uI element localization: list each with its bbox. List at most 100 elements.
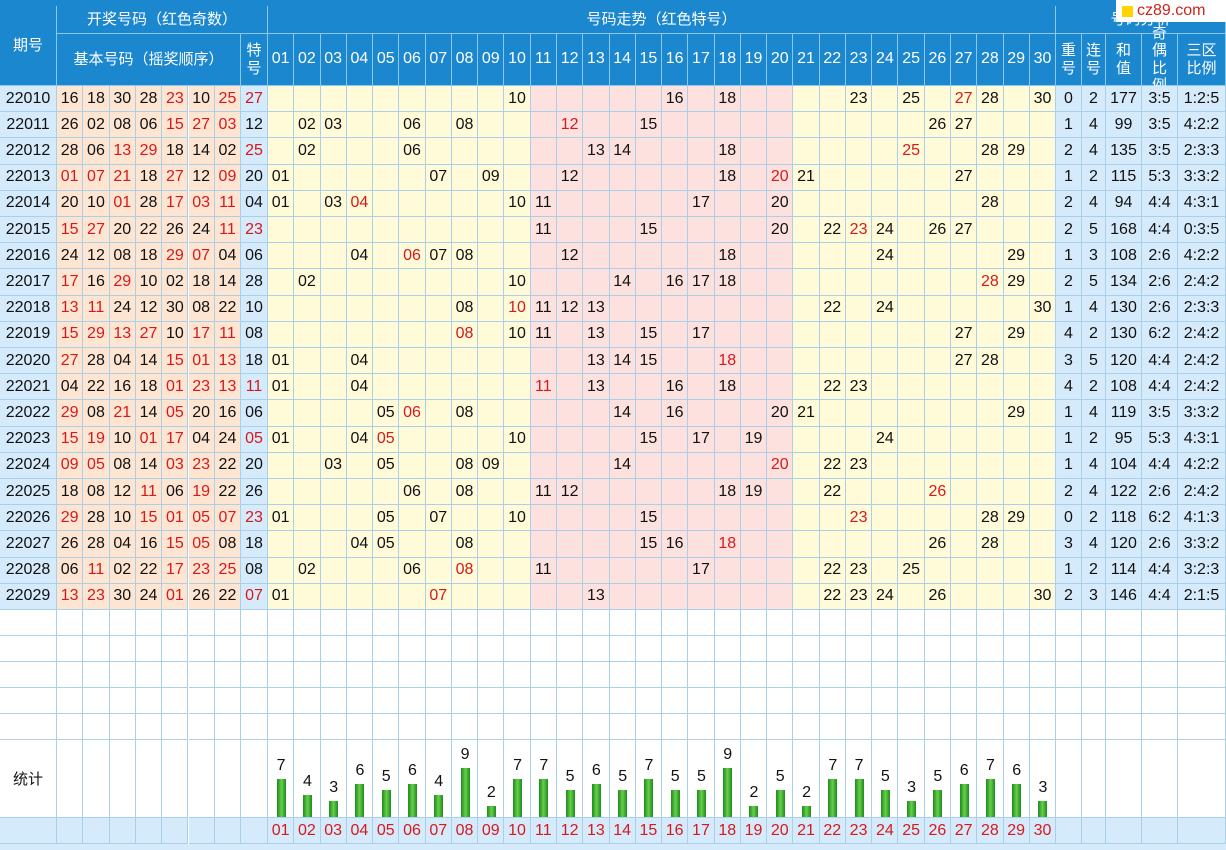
trend-cell: 06 (399, 243, 426, 270)
trend-cell (346, 112, 374, 139)
bar-category-label: 01 (268, 818, 295, 844)
trend-cell (898, 269, 925, 296)
trend-cell (662, 217, 689, 244)
trend-cell (819, 321, 846, 348)
trend-cell (898, 243, 925, 270)
bar (539, 778, 549, 817)
trend-cell (504, 452, 531, 479)
trend-cell: 18 (714, 164, 741, 191)
trend-cell (268, 557, 295, 584)
trend-cell (635, 374, 663, 401)
trend-cell (662, 295, 689, 322)
trend-cell (688, 505, 715, 532)
sum-cell: 108 (1106, 374, 1142, 401)
trend-cell (294, 348, 321, 375)
bar (749, 806, 759, 817)
bar (696, 789, 706, 817)
trend-cell: 15 (635, 426, 663, 453)
trend-cell: 01 (268, 164, 295, 191)
trend-cell: 23 (845, 86, 873, 113)
trend-cell (767, 348, 794, 375)
trend-cell (924, 400, 952, 427)
trend-cell (346, 295, 374, 322)
trend-cell (793, 374, 820, 401)
trend-cell (530, 112, 557, 139)
trend-col-header: 07 (425, 34, 452, 86)
trend-cell (1003, 112, 1030, 139)
site-logo[interactable]: cz89.com (1116, 0, 1226, 22)
basic-number-cell: 29 (162, 243, 189, 270)
trend-cell (740, 190, 768, 217)
trend-cell (320, 479, 347, 506)
trend-cell (1029, 164, 1057, 191)
trend-cell (872, 190, 899, 217)
trend-cell (530, 400, 557, 427)
trend-cell (294, 505, 321, 532)
trend-cell (451, 505, 479, 532)
trend-cell (872, 112, 899, 139)
basic-number-cell: 06 (135, 112, 163, 139)
trend-cell (609, 217, 636, 244)
basic-number-cell: 21 (109, 400, 136, 427)
trend-cell (399, 583, 426, 610)
trend-cell: 10 (504, 321, 531, 348)
basic-number-cell: 15 (135, 505, 163, 532)
trend-cell (1029, 452, 1057, 479)
trend-cell (478, 321, 505, 348)
trend-cell (767, 557, 794, 584)
trend-cell: 17 (688, 557, 715, 584)
trend-cell (872, 321, 899, 348)
oddeven-cell: 4:4 (1142, 583, 1178, 610)
sum-cell: 168 (1106, 217, 1142, 244)
trend-cell (924, 557, 952, 584)
trend-cell (609, 86, 636, 113)
sum-cell: 119 (1106, 400, 1142, 427)
trend-cell (268, 112, 295, 139)
trend-cell (346, 217, 374, 244)
sum-cell: 130 (1106, 295, 1142, 322)
trend-cell (819, 348, 846, 375)
bar (329, 800, 339, 817)
trend-cell (793, 479, 820, 506)
trend-cell: 15 (635, 112, 663, 139)
trend-cell (399, 505, 426, 532)
trend-cell (793, 112, 820, 139)
trend-cell: 01 (268, 348, 295, 375)
special-number-cell: 08 (241, 557, 268, 584)
trend-cell (1029, 479, 1057, 506)
bar-value-label: 6 (355, 762, 365, 780)
trend-cell (373, 269, 400, 296)
basic-number-cell: 23 (188, 374, 215, 401)
basic-number-cell: 16 (83, 269, 110, 296)
period-cell: 22022 (0, 400, 57, 427)
trend-cell (609, 295, 636, 322)
trend-cell (346, 583, 374, 610)
basic-number-cell: 07 (214, 505, 242, 532)
basic-number-cell: 13 (109, 138, 136, 165)
trend-cell (373, 138, 400, 165)
trend-cell: 17 (688, 426, 715, 453)
basic-number-cell: 22 (214, 479, 242, 506)
trend-cell: 18 (714, 243, 741, 270)
basic-number-cell: 02 (214, 138, 242, 165)
trend-cell (714, 557, 741, 584)
trend-cell (767, 374, 794, 401)
oddeven-cell: 6:2 (1142, 321, 1178, 348)
trend-cell (819, 86, 846, 113)
trend-cell: 10 (504, 86, 531, 113)
trend-cell (924, 321, 952, 348)
trend-cell: 28 (977, 348, 1004, 375)
trend-cell (425, 112, 452, 139)
repeat-cell: 1 (1056, 400, 1082, 427)
trend-cell (740, 583, 768, 610)
bar-category-label: 30 (1029, 818, 1057, 844)
trend-cell: 15 (635, 348, 663, 375)
trend-cell: 06 (399, 112, 426, 139)
basic-number-cell: 14 (135, 400, 163, 427)
trend-cell (714, 190, 741, 217)
trend-cell (609, 112, 636, 139)
trend-cell (977, 217, 1004, 244)
trend-cell (872, 164, 899, 191)
trend-cell (399, 531, 426, 558)
zone-cell: 3:3:2 (1178, 164, 1226, 191)
